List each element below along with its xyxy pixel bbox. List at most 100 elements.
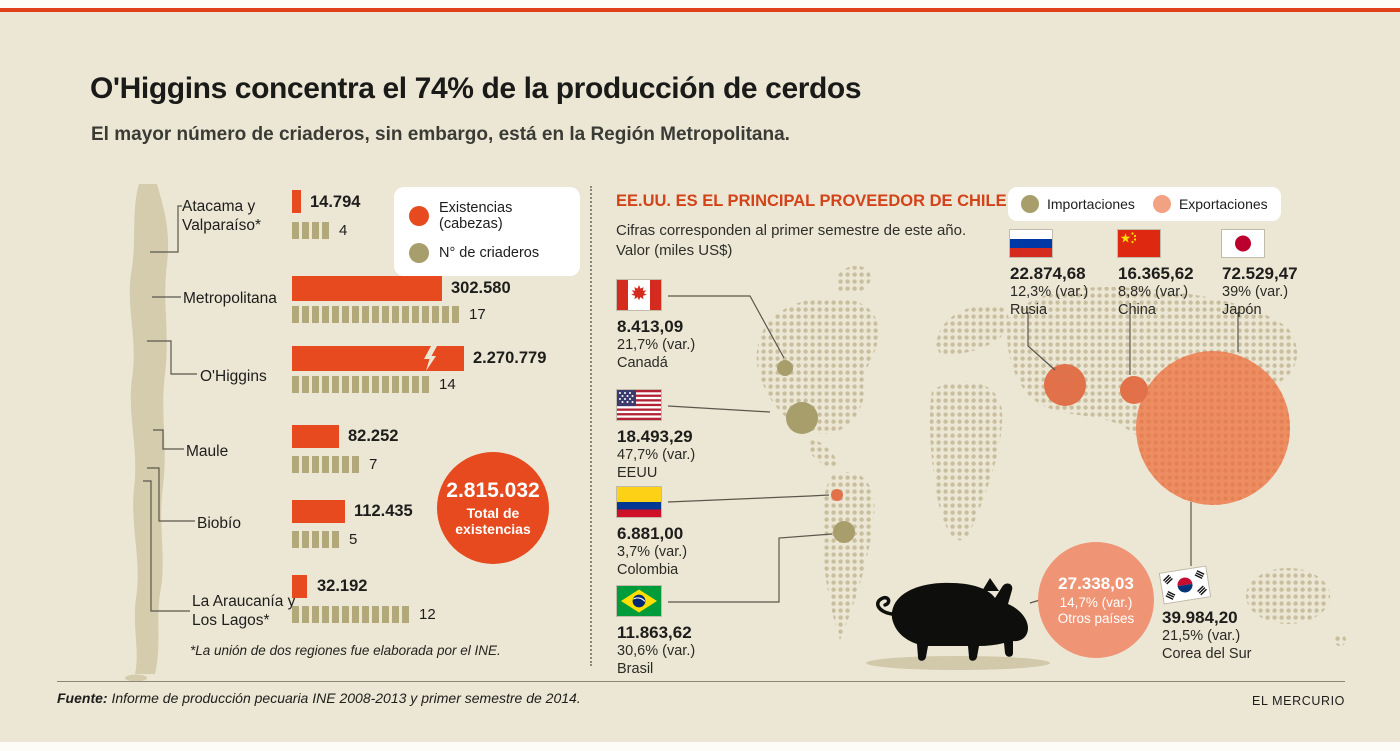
russia-flag-icon: [1010, 230, 1052, 257]
tick-marks: [292, 606, 409, 623]
total-value: 2.815.032: [446, 479, 540, 502]
trade-variation-rusia: 12,3% (var.): [1010, 284, 1089, 300]
bar-existencias-atacama: [292, 190, 301, 213]
criaderos-count: 5: [349, 531, 358, 548]
trade-variation-corea: 21,5% (var.): [1162, 628, 1241, 644]
chile-map-silhouette: [125, 184, 169, 682]
trade-variation-china: 8,8% (var.): [1118, 284, 1189, 300]
marker-brasil-import: [833, 521, 855, 543]
import-entry-brasil: 11.863,62 30,6% (var.) Brasil: [617, 586, 695, 678]
export-entry-rusia: 22.874,68 12,3% (var.) Rusia: [1010, 230, 1088, 319]
criaderos-dot-icon: [409, 243, 429, 263]
legend-label-criaderos: N° de criaderos: [439, 245, 540, 261]
total-label-line2: existencias: [455, 521, 531, 537]
import-entry-eeuu: 18.493,29 47,7% (var.) EEUU: [617, 390, 695, 482]
trade-map-legend: Importaciones Exportaciones: [1008, 187, 1281, 221]
bar-value-metropolitana: 302.580: [451, 279, 511, 297]
south-korea-flag-icon: [1159, 566, 1211, 604]
maple-leaf-icon: [631, 285, 647, 301]
bar-existencias-araucania: [292, 575, 307, 598]
criaderos-row-ohiggins: 14: [292, 376, 456, 393]
trade-country-canada: Canadá: [617, 354, 668, 371]
export-entry-japon: 72.529,47 39% (var.) Japón: [1222, 230, 1298, 319]
legend-item-existencias: Existencias (cabezas): [409, 200, 565, 232]
bar-value-biobio: 112.435: [354, 502, 413, 520]
source-note: Fuente: Informe de producción pecuaria I…: [57, 690, 581, 706]
region-label-maule: Maule: [186, 443, 229, 460]
total-label-line1: Total de: [466, 505, 520, 521]
pig-illustration: [866, 578, 1050, 670]
importaciones-dot-icon: [1021, 195, 1039, 213]
marker-colombia-import: [831, 489, 843, 501]
trade-section-caption: Cifras corresponden al primer semestre d…: [616, 221, 966, 261]
bar-value-maule: 82.252: [348, 427, 399, 445]
legend-label-importaciones: Importaciones: [1047, 196, 1135, 212]
trade-value-corea: 39.984,20: [1162, 608, 1238, 627]
pig-tail: [876, 595, 894, 616]
region-label-atacama-valparaiso: Atacama y Valparaíso*: [182, 198, 261, 234]
legend-item-importaciones: Importaciones: [1021, 195, 1135, 213]
exportaciones-dot-icon: [1152, 195, 1171, 213]
pig-shadow: [866, 656, 1050, 670]
trade-value-japon: 72.529,47: [1222, 264, 1298, 283]
south-korea-flag-wrap: [1159, 566, 1211, 604]
tick-marks: [292, 222, 329, 239]
trade-country-corea: Corea del Sur: [1162, 645, 1252, 662]
colombia-flag-icon: [617, 487, 661, 517]
tick-marks: [292, 306, 459, 323]
region-label-biobio: Biobío: [197, 515, 241, 532]
bar-existencias-biobio: [292, 500, 345, 523]
export-entry-china: 16.365,62 8,8% (var.) China: [1118, 230, 1194, 319]
import-entry-colombia: 6.881,00 3,7% (var.) Colombia: [617, 487, 687, 579]
trade-variation-colombia: 3,7% (var.): [617, 544, 688, 560]
criaderos-row-biobio: 5: [292, 531, 357, 548]
canada-flag-icon: [617, 280, 661, 310]
tick-marks: [292, 531, 339, 548]
trade-variation-canada: 21,7% (var.): [617, 337, 696, 353]
pig-body: [891, 582, 1028, 661]
criaderos-count: 4: [339, 222, 348, 239]
criaderos-count: 14: [439, 376, 456, 393]
china-flag-icon: [1118, 230, 1160, 257]
tick-marks: [292, 456, 359, 473]
japan-flag-icon: [1222, 230, 1264, 257]
top-accent-rule: [0, 8, 1400, 12]
criaderos-row-atacama: 4: [292, 222, 347, 239]
trade-value-canada: 8.413,09: [617, 317, 684, 336]
trade-value-otros: 27.338,03: [1058, 574, 1134, 593]
regions-chart-legend: Existencias (cabezas) N° de criaderos: [394, 187, 580, 276]
criaderos-row-metropolitana: 17: [292, 306, 486, 323]
trade-value-colombia: 6.881,00: [617, 524, 684, 543]
trade-country-eeuu: EEUU: [617, 464, 658, 481]
trade-country-japon: Japón: [1222, 301, 1262, 318]
trade-country-rusia: Rusia: [1010, 301, 1048, 318]
bar-value-araucania: 32.192: [317, 577, 368, 595]
trade-variation-brasil: 30,6% (var.): [617, 643, 696, 659]
footer-rule: [57, 681, 1345, 682]
trade-value-eeuu: 18.493,29: [617, 427, 693, 446]
bar-existencias-metropolitana: [292, 276, 442, 301]
caption-line1: Cifras corresponden al primer semestre d…: [616, 222, 967, 239]
bar-value-ohiggins: 2.270.779: [473, 349, 547, 367]
trade-value-brasil: 11.863,62: [617, 623, 692, 642]
trade-variation-japon: 39% (var.): [1222, 284, 1289, 300]
world-map: [756, 266, 1346, 646]
page-title: O'Higgins concentra el 74% de la producc…: [90, 72, 862, 105]
marker-eeuu-import: [786, 402, 818, 434]
marker-china-export: [1120, 376, 1148, 404]
trade-country-colombia: Colombia: [617, 561, 679, 578]
regions-footnote: *La unión de dos regiones fue elaborada …: [190, 643, 501, 658]
region-label-araucania-loslagos: La Araucanía y Los Lagos*: [192, 593, 296, 629]
legend-item-criaderos: N° de criaderos: [409, 243, 565, 263]
trade-value-china: 16.365,62: [1118, 264, 1194, 283]
legend-label-existencias: Existencias (cabezas): [439, 200, 513, 232]
legend-label-exportaciones: Exportaciones: [1178, 196, 1268, 212]
bar-existencias-ohiggins: [292, 346, 464, 371]
region-label-metropolitana: Metropolitana: [183, 290, 277, 307]
publisher-credit: EL MERCURIO: [1252, 694, 1345, 708]
trade-country-brasil: Brasil: [617, 660, 654, 677]
trade-variation-eeuu: 47,7% (var.): [617, 447, 696, 463]
region-label-ohiggins: O'Higgins: [200, 368, 267, 385]
page-subtitle: El mayor número de criaderos, sin embarg…: [91, 124, 790, 145]
export-entry-otros-paises: 27.338,03 14,7% (var.) Otros países: [1038, 542, 1154, 658]
